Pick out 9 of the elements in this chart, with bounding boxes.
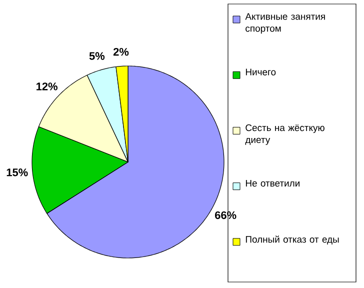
legend-label: Полный отказ от еды	[246, 236, 339, 245]
legend-label: Активные занятия спортом	[245, 13, 325, 34]
data-label: 5%	[89, 52, 105, 60]
data-label: 12%	[36, 82, 58, 90]
legend-label: Не ответили	[246, 180, 300, 187]
legend-label: Ничего	[246, 68, 276, 76]
data-label: 2%	[113, 48, 129, 56]
data-label: 15%	[6, 168, 28, 176]
legend-label: Сесть на жёсткую диету	[245, 124, 324, 145]
